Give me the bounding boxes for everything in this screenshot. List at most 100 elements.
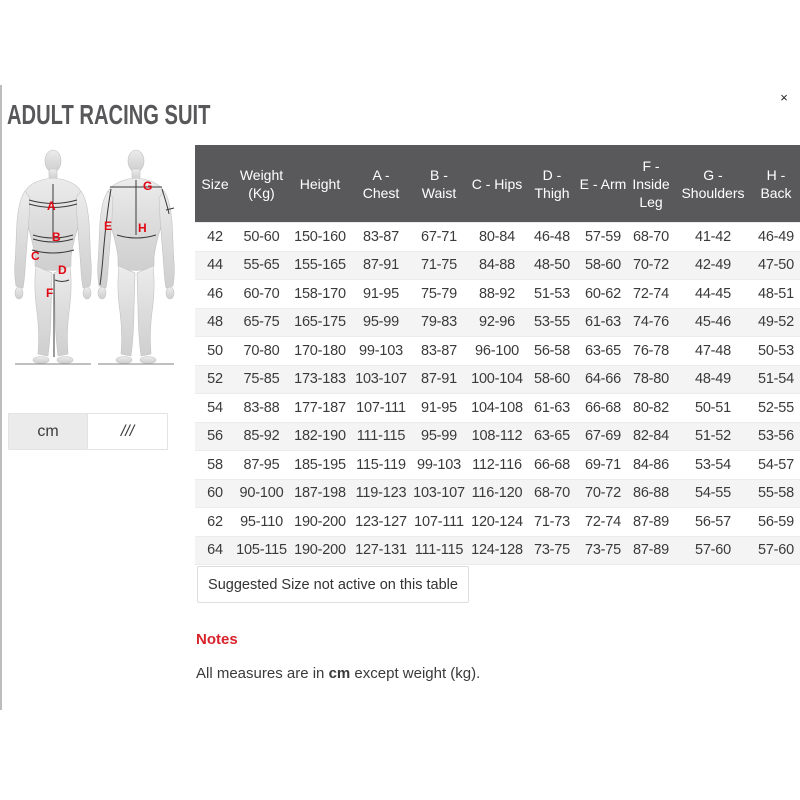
table-header-row: Size Weight (Kg) Height A - Chest B - Waist C… bbox=[195, 145, 800, 223]
modal-left-edge bbox=[0, 85, 2, 710]
table-cell: 104-108 bbox=[468, 393, 526, 422]
table-cell: 48-49 bbox=[674, 364, 752, 394]
column-header: D - Thigh bbox=[526, 145, 578, 223]
table-cell: 63-65 bbox=[526, 421, 578, 451]
table-cell: 50-60 bbox=[235, 222, 288, 251]
table-cell: 190-200 bbox=[288, 535, 352, 565]
table-cell: 52-55 bbox=[752, 393, 800, 422]
table-cell: 187-198 bbox=[288, 478, 352, 508]
table-cell: 45-46 bbox=[674, 307, 752, 337]
table-cell: 64 bbox=[195, 535, 235, 565]
table-cell: 111-115 bbox=[352, 421, 410, 451]
table-cell: 83-87 bbox=[352, 222, 410, 251]
table-cell: 88-92 bbox=[468, 279, 526, 308]
table-cell: 91-95 bbox=[352, 279, 410, 308]
table-row: 58 87-95 185-195 115-119 99-103 112-116 66-68 6… bbox=[195, 450, 800, 479]
table-cell: 107-111 bbox=[352, 393, 410, 422]
column-header: Height bbox=[288, 145, 352, 223]
page-title: ADULT RACING SUIT bbox=[7, 99, 211, 130]
column-header: G - Shoulders bbox=[674, 145, 752, 223]
table-cell: 76-78 bbox=[628, 336, 674, 365]
table-cell: 120-124 bbox=[468, 507, 526, 536]
table-cell: 75-85 bbox=[235, 364, 288, 394]
table-cell: 103-107 bbox=[410, 478, 468, 508]
table-cell: 60-62 bbox=[578, 279, 628, 308]
table-cell: 46-49 bbox=[752, 222, 800, 251]
table-cell: 190-200 bbox=[288, 507, 352, 536]
table-cell: 48 bbox=[195, 307, 235, 337]
table-cell: 108-112 bbox=[468, 421, 526, 451]
table-row: 54 83-88 177-187 107-111 91-95 104-108 61-63 66… bbox=[195, 393, 800, 422]
unit-inches-button[interactable]: /// bbox=[88, 413, 168, 450]
table-cell: 44-45 bbox=[674, 279, 752, 308]
table-cell: 91-95 bbox=[410, 393, 468, 422]
column-header: A - Chest bbox=[352, 145, 410, 223]
table-cell: 56 bbox=[195, 421, 235, 451]
table-cell: 61-63 bbox=[578, 307, 628, 337]
table-row: 46 60-70 158-170 91-95 75-79 88-92 51-53 60-62 7… bbox=[195, 279, 800, 308]
table-cell: 68-70 bbox=[526, 478, 578, 508]
table-cell: 95-110 bbox=[235, 507, 288, 536]
column-header: E - Arm bbox=[578, 145, 628, 223]
table-cell: 73-75 bbox=[526, 535, 578, 565]
table-cell: 182-190 bbox=[288, 421, 352, 451]
table-cell: 100-104 bbox=[468, 364, 526, 394]
table-cell: 62 bbox=[195, 507, 235, 536]
table-row: 62 95-110 190-200 123-127 107-111 120-124 71-7… bbox=[195, 507, 800, 536]
table-row: 42 50-60 150-160 83-87 67-71 80-84 46-48 57-59 6… bbox=[195, 222, 800, 251]
table-cell: 173-183 bbox=[288, 364, 352, 394]
table-cell: 111-115 bbox=[410, 535, 468, 565]
close-icon[interactable]: × bbox=[780, 90, 788, 105]
table-cell: 127-131 bbox=[352, 535, 410, 565]
table-cell: 78-80 bbox=[628, 364, 674, 394]
table-cell: 50 bbox=[195, 336, 235, 365]
column-header: F - Inside Leg bbox=[628, 145, 674, 223]
table-cell: 65-75 bbox=[235, 307, 288, 337]
table-cell: 82-84 bbox=[628, 421, 674, 451]
notes-text-before: All measures are in bbox=[196, 665, 329, 682]
table-cell: 70-72 bbox=[628, 250, 674, 280]
table-cell: 46 bbox=[195, 279, 235, 308]
marker-a: A bbox=[47, 199, 56, 213]
table-cell: 53-56 bbox=[752, 421, 800, 451]
table-cell: 83-88 bbox=[235, 393, 288, 422]
column-header: Size bbox=[195, 145, 235, 223]
table-cell: 185-195 bbox=[288, 450, 352, 479]
notes-text: All measures are in cm except weight (kg… bbox=[196, 665, 480, 682]
table-cell: 177-187 bbox=[288, 393, 352, 422]
table-cell: 92-96 bbox=[468, 307, 526, 337]
table-cell: 71-73 bbox=[526, 507, 578, 536]
table-cell: 85-92 bbox=[235, 421, 288, 451]
table-cell: 57-59 bbox=[578, 222, 628, 251]
table-cell: 80-82 bbox=[628, 393, 674, 422]
table-cell: 49-52 bbox=[752, 307, 800, 337]
column-header: B - Waist bbox=[410, 145, 468, 223]
unit-cm-button[interactable]: cm bbox=[8, 413, 88, 450]
table-cell: 58 bbox=[195, 450, 235, 479]
table-cell: 50-51 bbox=[674, 393, 752, 422]
table-cell: 68-70 bbox=[628, 222, 674, 251]
table-cell: 47-48 bbox=[674, 336, 752, 365]
notes-heading: Notes bbox=[196, 631, 238, 648]
table-cell: 72-74 bbox=[578, 507, 628, 536]
table-cell: 56-59 bbox=[752, 507, 800, 536]
table-row: 48 65-75 165-175 95-99 79-83 92-96 53-55 61-63 7… bbox=[195, 307, 800, 337]
table-cell: 170-180 bbox=[288, 336, 352, 365]
table-cell: 44 bbox=[195, 250, 235, 280]
table-cell: 51-53 bbox=[526, 279, 578, 308]
table-cell: 79-83 bbox=[410, 307, 468, 337]
table-cell: 57-60 bbox=[674, 535, 752, 565]
table-cell: 115-119 bbox=[352, 450, 410, 479]
table-row: 50 70-80 170-180 99-103 83-87 96-100 56-58 63-6… bbox=[195, 336, 800, 365]
table-cell: 74-76 bbox=[628, 307, 674, 337]
table-cell: 55-65 bbox=[235, 250, 288, 280]
table-cell: 58-60 bbox=[526, 364, 578, 394]
table-cell: 47-50 bbox=[752, 250, 800, 280]
table-row: 52 75-85 173-183 103-107 87-91 100-104 58-60 64… bbox=[195, 364, 800, 394]
table-cell: 116-120 bbox=[468, 478, 526, 508]
table-cell: 105-115 bbox=[235, 535, 288, 565]
marker-e: E bbox=[104, 219, 113, 233]
table-cell: 70-80 bbox=[235, 336, 288, 365]
table-cell: 66-68 bbox=[578, 393, 628, 422]
